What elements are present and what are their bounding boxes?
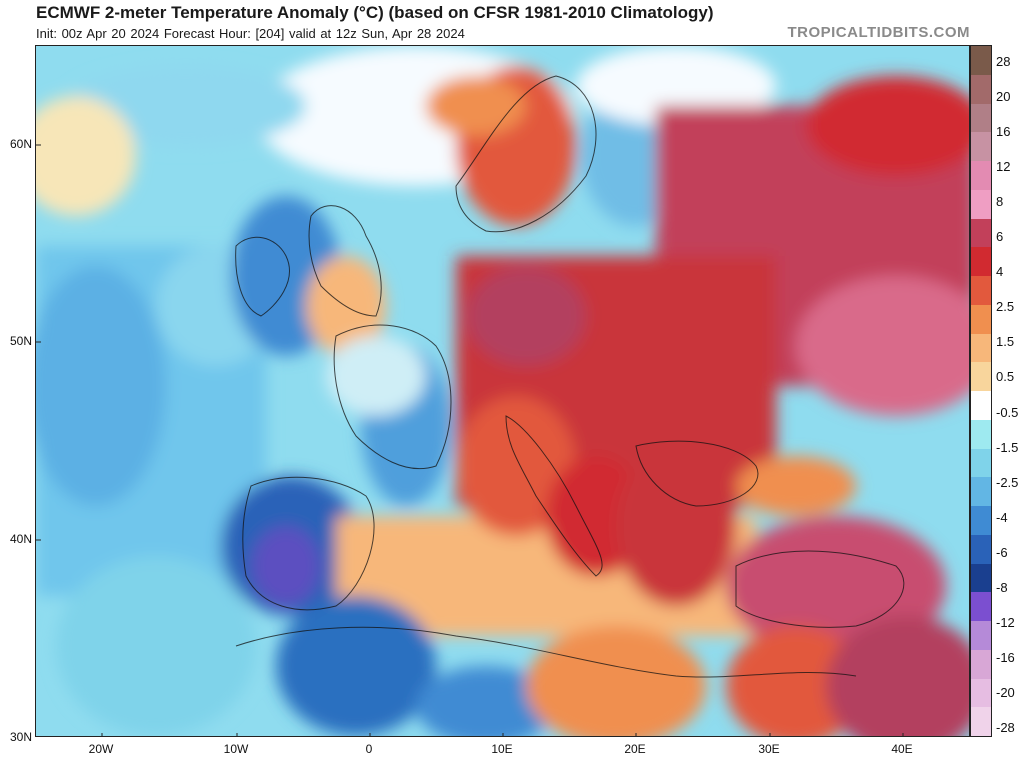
colorbar-label: -0.5	[996, 404, 1019, 420]
colorbar-segment	[971, 477, 991, 506]
colorbar-segment	[971, 218, 991, 248]
colorbar-label: 2.5	[996, 299, 1015, 315]
colorbar-label: 8	[996, 194, 1004, 210]
colorbar-label: 20	[996, 89, 1011, 105]
colorbar-segment	[971, 621, 991, 650]
colorbar-label: 6	[996, 229, 1004, 245]
colorbar-segment	[971, 592, 991, 621]
colorbar-label: -20	[996, 684, 1015, 700]
colorbar-segment	[971, 391, 991, 420]
colorbar-segment	[971, 362, 991, 391]
colorbar-label: -8	[996, 579, 1008, 595]
anomaly-field	[36, 46, 969, 736]
anomaly-map	[35, 45, 970, 737]
map-axis-ticks	[36, 144, 904, 736]
colorbar	[970, 45, 992, 737]
lat-label-40n: 40N	[9, 532, 32, 546]
colorbar-segment	[971, 419, 991, 449]
lat-label-60n: 60N	[9, 137, 32, 151]
colorbar-segment	[971, 649, 991, 679]
colorbar-segment	[971, 563, 991, 593]
colorbar-segment	[971, 678, 991, 708]
colorbar-label: -4	[996, 509, 1008, 525]
colorbar-segment	[971, 276, 991, 305]
lon-label-40e: 40E	[891, 742, 913, 756]
colorbar-label: -6	[996, 544, 1008, 560]
colorbar-segment	[971, 46, 991, 75]
colorbar-segment	[971, 448, 991, 478]
colorbar-segment	[971, 103, 991, 133]
lon-label-20w: 20W	[88, 742, 114, 756]
colorbar-label: 1.5	[996, 334, 1015, 350]
colorbar-label: 16	[996, 124, 1011, 140]
lat-label-50n: 50N	[9, 334, 32, 348]
colorbar-segment	[971, 189, 991, 219]
colorbar-label: 0.5	[996, 369, 1015, 385]
brand-watermark: TROPICALTIDBITS.COM	[787, 24, 970, 41]
lon-label-10e: 10E	[491, 742, 513, 756]
chart-title: ECMWF 2-meter Temperature Anomaly (°C) (…	[36, 3, 714, 22]
colorbar-label: -1.5	[996, 439, 1019, 455]
colorbar-segment	[971, 247, 991, 276]
coastlines	[235, 75, 905, 678]
colorbar-segment	[971, 506, 991, 535]
lon-label-20e: 20E	[624, 742, 646, 756]
colorbar-segment	[971, 707, 991, 736]
colorbar-label: -12	[996, 614, 1015, 630]
anomaly-map-canvas	[36, 46, 969, 736]
colorbar-label: 4	[996, 264, 1004, 280]
colorbar-label: -2.5	[996, 474, 1019, 490]
colorbar-label: 28	[996, 54, 1011, 69]
colorbar-segment	[971, 304, 991, 334]
colorbar-segment	[971, 132, 991, 161]
chart-subtitle: Init: 00z Apr 20 2024 Forecast Hour: [20…	[36, 26, 465, 41]
colorbar-segment	[971, 74, 991, 104]
colorbar-label: -16	[996, 649, 1015, 665]
colorbar-segment	[971, 161, 991, 190]
lon-label-10w: 10W	[223, 742, 249, 756]
lon-label-30e: 30E	[758, 742, 780, 756]
colorbar-label: 12	[996, 159, 1011, 175]
colorbar-label: -28	[996, 720, 1015, 735]
lon-label-0: 0	[365, 742, 373, 756]
lat-label-30n: 30N	[9, 730, 32, 744]
colorbar-segment	[971, 534, 991, 564]
colorbar-segment	[971, 333, 991, 363]
